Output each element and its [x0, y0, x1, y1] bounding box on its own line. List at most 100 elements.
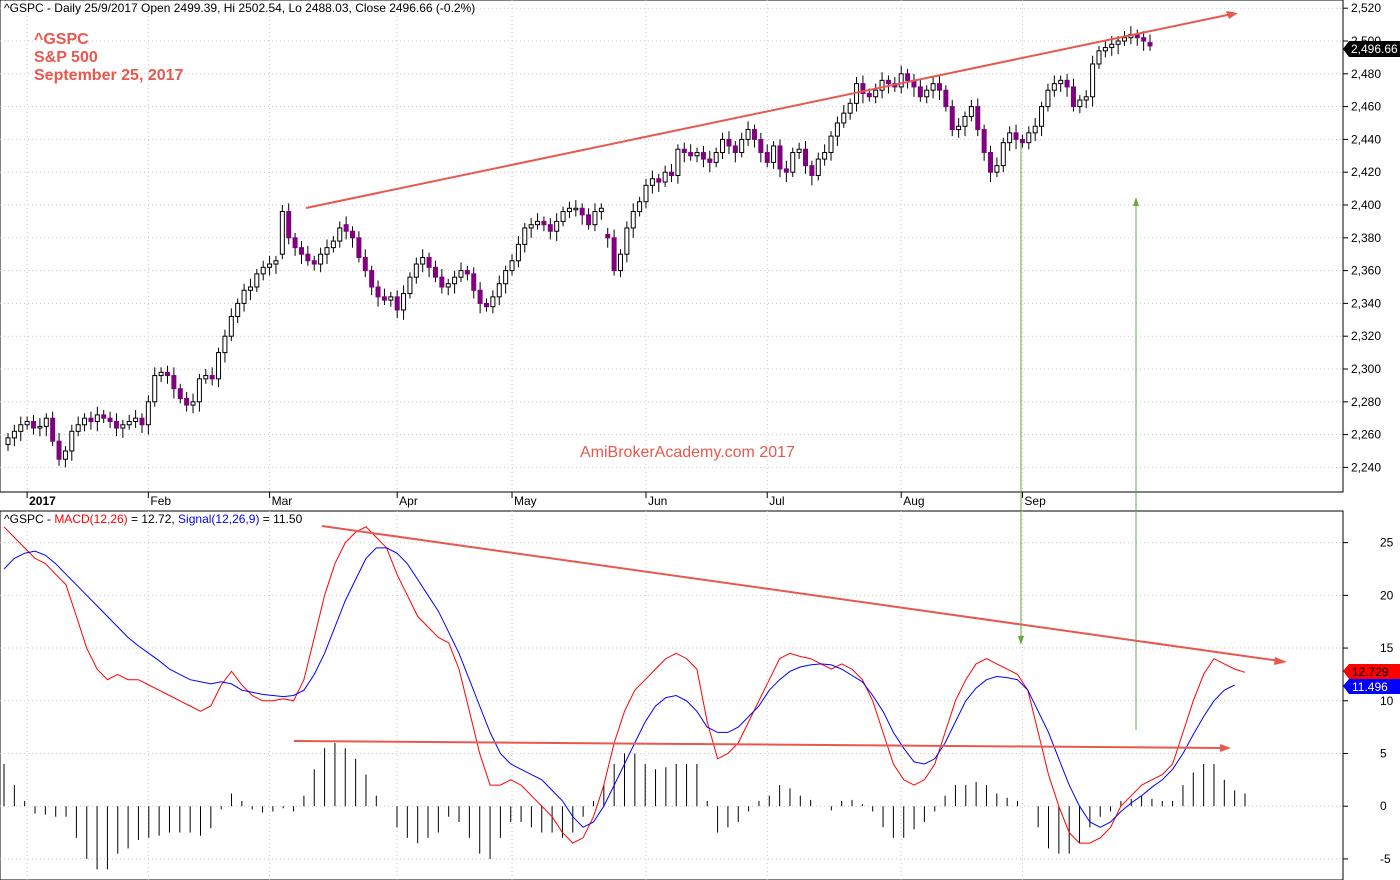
candle-up	[1045, 89, 1051, 108]
candle-up	[5, 437, 11, 445]
macd-header: ^GSPC - MACD(12,26) = 12.72, Signal(12,2…	[4, 512, 303, 526]
candle-down	[477, 289, 483, 304]
candle-down	[917, 86, 923, 98]
candle-down	[669, 171, 675, 176]
candle-up	[528, 224, 534, 229]
candle-up	[203, 375, 209, 380]
candle-up	[535, 220, 541, 226]
candlestick-series	[5, 26, 1153, 468]
price-y-tick-label: 2,280	[1351, 395, 1381, 409]
candle-down	[50, 417, 56, 442]
candle-up	[75, 424, 81, 432]
candle-down	[171, 375, 177, 390]
price-y-tick-label: 2,340	[1351, 296, 1381, 310]
candle-down	[975, 106, 981, 131]
candle-up	[43, 417, 49, 427]
candle-up	[1039, 106, 1045, 127]
candle-up	[796, 148, 802, 154]
candle-up	[637, 201, 643, 213]
x-tick-label: Jul	[769, 494, 784, 508]
candle-down	[809, 165, 815, 176]
candle-down	[885, 79, 891, 85]
macd-y-tick-label: 5	[1380, 746, 1387, 760]
candle-up	[496, 283, 502, 298]
candle-up	[158, 371, 164, 377]
candle-down	[298, 247, 304, 255]
candle-up	[662, 171, 668, 183]
candle-up	[324, 247, 330, 255]
candle-up	[247, 286, 253, 291]
candle-up	[515, 243, 521, 262]
price-panel-frame	[0, 0, 1344, 493]
candle-up	[994, 165, 1000, 173]
candle-up	[235, 302, 241, 318]
candle-up	[228, 316, 234, 337]
candle-up	[401, 293, 407, 311]
candle-down	[751, 129, 757, 140]
candle-up	[69, 430, 75, 452]
candle-down	[471, 273, 477, 291]
signal-line	[3, 547, 1235, 828]
note-ticker: ^GSPC	[34, 31, 89, 48]
candle-down	[1064, 79, 1070, 88]
candle-down	[732, 145, 738, 154]
candle-down	[56, 440, 62, 460]
candle-up	[873, 89, 879, 98]
price-trendline	[305, 13, 1233, 209]
price-y-tick-label: 2,520	[1351, 1, 1381, 15]
candle-down	[209, 375, 215, 380]
candle-down	[547, 224, 553, 232]
candle-down	[305, 253, 311, 262]
candle-up	[560, 211, 566, 222]
macd-y-tick-label: 20	[1380, 588, 1394, 602]
candle-down	[860, 83, 866, 94]
candle-up	[624, 227, 630, 255]
candle-up	[1051, 83, 1057, 91]
candle-up	[566, 207, 572, 213]
candle-up	[617, 253, 623, 272]
candle-up	[222, 335, 228, 354]
candle-up	[1109, 43, 1115, 49]
candle-down	[113, 420, 119, 429]
candle-up	[924, 89, 930, 98]
candle-down	[866, 92, 872, 98]
macd-line	[3, 526, 1246, 844]
price-y-tick-label: 2,480	[1351, 67, 1381, 81]
candle-up	[573, 207, 579, 211]
candle-down	[350, 230, 356, 239]
candle-up	[745, 129, 751, 140]
signal-value-tag: 11.496	[1343, 679, 1400, 694]
candle-up	[1007, 132, 1013, 144]
x-tick-label: Sep	[1024, 494, 1046, 508]
candle-down	[605, 234, 611, 239]
x-tick-label: Jun	[648, 494, 667, 508]
candle-up	[828, 135, 834, 154]
candle-down	[777, 145, 783, 170]
last-close-tag: 2,496.66	[1343, 41, 1400, 57]
candle-up	[1058, 79, 1064, 85]
candle-down	[726, 138, 732, 147]
macd-y-tick-label: 15	[1380, 641, 1394, 655]
macd-y-tick-label: 25	[1380, 536, 1394, 550]
candle-down	[681, 148, 687, 154]
candle-up	[1122, 37, 1127, 42]
candle-up	[260, 266, 266, 275]
price-y-tick-label: 2,260	[1351, 428, 1381, 442]
price-panel: 2017 Feb Mar Apr May Jun Jul Aug Sep 2,2402,2602…	[0, 0, 1400, 508]
macd-trendline-flat-arrowhead	[1220, 744, 1231, 752]
candle-down	[783, 168, 789, 173]
candle-down	[177, 388, 183, 400]
candle-up	[1102, 47, 1108, 52]
macd-trendline-flat	[293, 740, 1225, 749]
candle-up	[24, 420, 30, 426]
candle-up	[62, 450, 68, 460]
svg-text:11.496: 11.496	[1352, 680, 1388, 694]
macd-header-signal-value: = 11.50	[259, 512, 302, 526]
macd-header-macd-value: = 12.72,	[128, 512, 178, 526]
candle-up	[1077, 99, 1083, 108]
candle-down	[311, 260, 317, 265]
x-tick-label: Apr	[399, 494, 418, 508]
candle-up	[554, 220, 560, 232]
macd-y-tick-label: 0	[1380, 799, 1387, 813]
candle-down	[936, 83, 942, 91]
